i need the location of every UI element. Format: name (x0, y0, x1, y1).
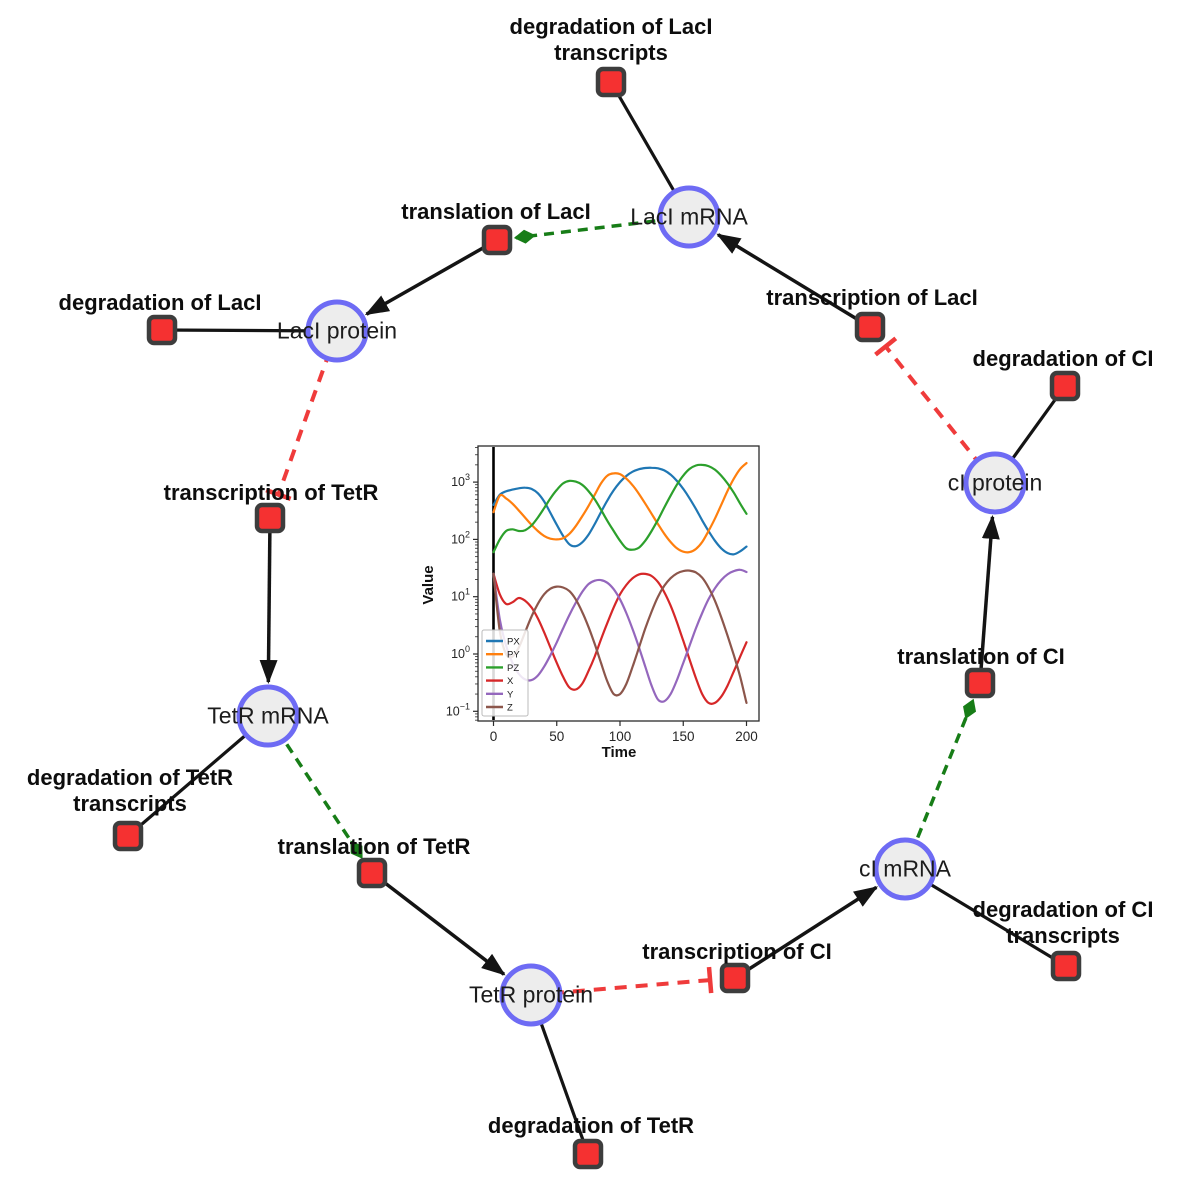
edge-modifier-lacI_mRNA-translation_lacI (513, 215, 690, 244)
reaction-node-degradation_cI (1049, 370, 1081, 402)
edge-arrow-transcription_cI-cI_mRNA (734, 885, 879, 980)
species-node-tetR_mRNA (236, 684, 300, 748)
chart-x-tick-label: 100 (609, 729, 632, 744)
edge-modifier-tetR_mRNA-translation_tetR (266, 715, 363, 859)
edge-arrow-translation_tetR-tetR_protein (370, 871, 506, 976)
chart-x-tick-label: 200 (735, 729, 758, 744)
chart-legend-entry-PY: PY (507, 650, 520, 661)
reaction-node-deg_lacI_transcripts (595, 66, 627, 98)
edge-arrow-translation_lacI-lacI_protein (364, 238, 498, 316)
chart-x-tick-label: 150 (672, 729, 695, 744)
species-node-lacI_mRNA (657, 185, 721, 249)
reaction-node-degradation_lacI (146, 314, 178, 346)
reaction-node-transcription_cI (719, 962, 751, 994)
chart-y-axis-label: Value (420, 565, 437, 604)
chart-y-tick-label: 10−1 (446, 701, 470, 718)
chart-series-PY (492, 462, 748, 554)
chart-legend-entry-PX: PX (507, 637, 520, 648)
chart-legend-entry-PZ: PZ (507, 663, 519, 674)
reaction-node-deg_tetR_transcripts (112, 820, 144, 852)
chart-y-tick-label: 101 (451, 587, 470, 604)
chart-legend: PX PY PZ XYZ (481, 629, 529, 717)
chart-series-PZ (492, 463, 748, 554)
chart-legend-entry-X: X (507, 676, 514, 687)
edge-arrow-transcription_tetR-tetR_mRNA (259, 517, 278, 685)
chart-legend-entry-Y: Y (507, 689, 514, 700)
reaction-node-translation_tetR (356, 857, 388, 889)
edge-modifier-cI_mRNA-translation_cI (903, 698, 977, 870)
reaction-node-transcription_lacI (854, 311, 886, 343)
inset-chart: Time Value 0 50 100 150 200 103 102 101 100 10−1 P… (420, 445, 760, 761)
edge-layer (126, 81, 1067, 1155)
chart-legend-box (481, 629, 529, 717)
reaction-node-translation_lacI (481, 224, 513, 256)
chart-y-tick-label: 102 (451, 529, 470, 546)
reaction-node-transcription_tetR (254, 502, 286, 534)
species-node-lacI_protein (305, 299, 369, 363)
chart-y-tick-label: 100 (451, 644, 470, 661)
reaction-node-degradation_tetR (572, 1138, 604, 1170)
chart-legend-entry-Z: Z (507, 703, 513, 714)
chart-x-tick-label: 0 (490, 729, 498, 744)
chart-series-Z (492, 569, 748, 704)
chart-series-X (492, 572, 748, 705)
chart-x-tick-label: 50 (549, 729, 564, 744)
species-node-cI_protein (963, 451, 1027, 515)
species-node-cI_mRNA (873, 837, 937, 901)
chart-series-PX (492, 466, 748, 556)
chart-series-Y (492, 568, 748, 703)
chart-y-tick-label: 103 (451, 472, 470, 489)
edge-arrow-transcription_lacI-lacI_mRNA (716, 233, 871, 329)
chart-series-layer (492, 462, 748, 705)
reaction-node-deg_cI_transcripts (1050, 950, 1082, 982)
reaction-node-translation_cI (964, 667, 996, 699)
chart-x-axis-label: Time (602, 744, 637, 761)
edge-arrow-translation_cI-cI_protein (978, 514, 1000, 684)
node-layer (112, 66, 1082, 1170)
species-node-tetR_protein (499, 963, 563, 1027)
